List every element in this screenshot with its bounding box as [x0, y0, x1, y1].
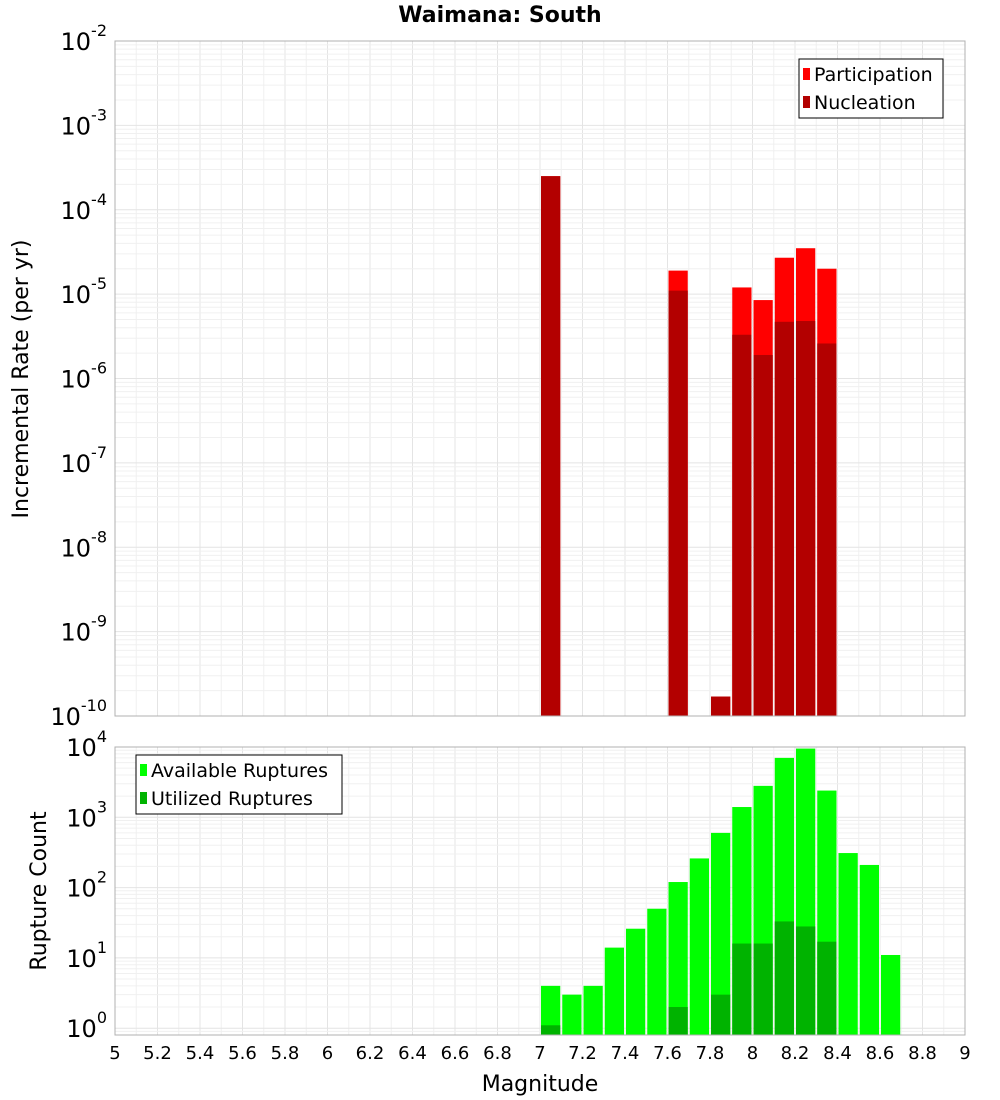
count-bar-available-ruptures: [604, 947, 624, 1035]
count-legend-swatch: [140, 792, 147, 804]
rate-y-tick-label: 10-8: [61, 527, 108, 562]
count-y-tick-label: 100: [66, 1008, 107, 1043]
count-x-tick-label: 5: [109, 1043, 120, 1064]
count-bar-utilized-ruptures: [753, 943, 773, 1035]
count-bar-available-ruptures: [562, 994, 582, 1035]
count-bar-available-ruptures: [881, 954, 901, 1035]
rate-bar-nucleation: [541, 176, 561, 716]
count-x-tick-label: 7.4: [611, 1043, 640, 1064]
count-bar-available-ruptures: [583, 985, 603, 1035]
count-y-axis-label: Rupture Count: [27, 811, 52, 971]
count-plot-frame: [114, 746, 966, 1036]
count-x-tick-label: 7.8: [696, 1043, 725, 1064]
rate-panel: 10-10 10-9 10-8 10-7 10-6 10-5 10-4 10-3 10-2 Par…: [50, 21, 966, 731]
count-x-tick-label: 5.4: [186, 1043, 215, 1064]
count-x-tick-label: 7.2: [568, 1043, 597, 1064]
rate-bar-nucleation: [774, 321, 794, 716]
rate-legend-label: Participation: [814, 64, 933, 86]
rate-bar-nucleation: [711, 696, 731, 716]
count-y-tick-label: 101: [66, 938, 107, 973]
count-x-tick-label: 5.6: [228, 1043, 257, 1064]
count-x-tick-label: 6.4: [398, 1043, 427, 1064]
count-bar-utilized-ruptures: [668, 1007, 688, 1035]
rate-y-tick-label: 10-10: [50, 696, 107, 731]
rate-y-tick-label: 10-3: [61, 105, 108, 140]
count-x-tick-label: 7: [534, 1043, 545, 1064]
count-x-tick-label: 6.6: [441, 1043, 470, 1064]
count-bar-available-ruptures: [647, 908, 667, 1035]
rate-bar-nucleation: [668, 290, 688, 716]
count-legend-swatch: [140, 764, 147, 776]
count-bar-available-ruptures: [626, 928, 646, 1035]
rate-y-tick-label: 10-7: [61, 443, 108, 478]
count-x-tick-label: 9: [959, 1043, 970, 1064]
count-bar-utilized-ruptures: [541, 1025, 561, 1035]
rate-y-tick-label: 10-4: [61, 190, 108, 225]
count-x-tick-label: 8.8: [908, 1043, 937, 1064]
count-x-tick-label: 6.8: [483, 1043, 512, 1064]
count-y-tick-label: 104: [66, 727, 107, 762]
x-axis-label: Magnitude: [482, 1072, 599, 1097]
rate-bar-nucleation: [796, 321, 816, 716]
rate-legend-swatch: [803, 68, 810, 80]
count-x-tick-label: 7.6: [653, 1043, 682, 1064]
count-bar-available-ruptures: [689, 858, 709, 1035]
rate-legend-swatch: [803, 96, 810, 108]
rate-y-tick-label: 10-5: [61, 274, 108, 309]
rate-bar-nucleation: [732, 334, 752, 716]
count-x-tick-label: 5.2: [143, 1043, 172, 1064]
count-bar-utilized-ruptures: [732, 943, 752, 1035]
count-bar-available-ruptures: [838, 853, 858, 1035]
count-bar-utilized-ruptures: [774, 921, 794, 1035]
count-bar-available-ruptures: [859, 864, 879, 1035]
count-x-tick-label: 6: [322, 1043, 333, 1064]
count-legend: [135, 754, 343, 815]
rate-bar-nucleation: [753, 354, 773, 716]
count-x-tick-label: 8.2: [781, 1043, 810, 1064]
rate-bar-nucleation: [817, 343, 837, 716]
count-legend-label: Utilized Ruptures: [151, 788, 313, 810]
count-panel: 100 101 102 103 104 5 5.2 5.4 5.6 5.8 6 6.2 6.4 6.6 6.…: [66, 727, 970, 1064]
count-y-tick-label: 103: [66, 797, 107, 832]
count-x-tick-label: 8.6: [866, 1043, 895, 1064]
rate-plot-frame: [114, 40, 966, 717]
rate-legend-label: Nucleation: [814, 92, 916, 114]
rate-y-tick-label: 10-6: [61, 359, 108, 394]
rate-y-tick-label: 10-9: [61, 612, 108, 647]
count-y-tick-label: 102: [66, 868, 107, 903]
count-x-tick-label: 6.2: [356, 1043, 385, 1064]
count-bar-utilized-ruptures: [711, 994, 731, 1035]
count-bar-utilized-ruptures: [817, 941, 837, 1035]
chart-title: Waimana: South: [398, 3, 601, 28]
count-x-tick-label: 8.4: [823, 1043, 852, 1064]
count-bar-available-ruptures: [711, 832, 731, 1035]
count-legend-label: Available Ruptures: [151, 760, 328, 782]
count-bar-utilized-ruptures: [796, 926, 816, 1035]
count-x-tick-label: 8: [747, 1043, 758, 1064]
rate-legend: [798, 58, 944, 119]
rate-y-axis-label: Incremental Rate (per yr): [9, 240, 34, 519]
count-bar-available-ruptures: [668, 882, 688, 1035]
count-bar-available-ruptures: [541, 985, 561, 1035]
rate-y-tick-label: 10-2: [61, 21, 108, 56]
count-x-tick-label: 5.8: [271, 1043, 300, 1064]
